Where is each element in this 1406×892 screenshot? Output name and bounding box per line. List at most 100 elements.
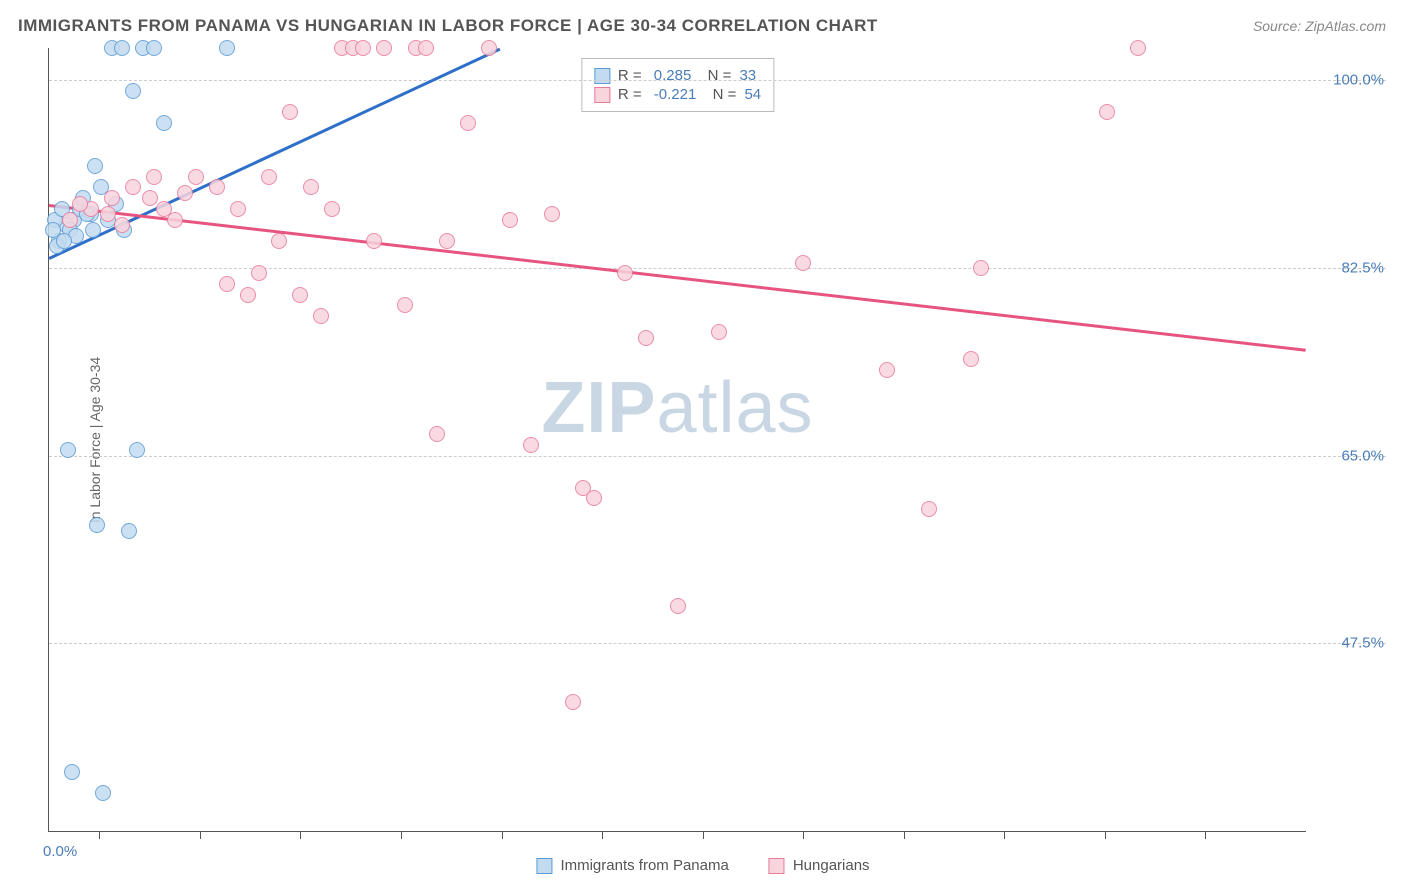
y-tick-label: 82.5% (1314, 259, 1384, 276)
x-tick (703, 831, 704, 839)
corr-label-r: R = (618, 86, 646, 103)
x-tick (904, 831, 905, 839)
watermark-light: atlas (656, 368, 813, 448)
data-point (617, 265, 633, 281)
corr-label-n: N = (704, 86, 736, 103)
data-point (460, 115, 476, 131)
chart-source: Source: ZipAtlas.com (1253, 18, 1386, 34)
x-tick (803, 831, 804, 839)
data-point (429, 426, 445, 442)
data-point (921, 501, 937, 517)
legend-label-panama: Immigrants from Panama (560, 857, 728, 874)
data-point (251, 265, 267, 281)
y-tick-label: 100.0% (1314, 72, 1384, 89)
data-point (209, 179, 225, 195)
data-point (125, 83, 141, 99)
corr-row-hungarian: R = -0.221 N = 54 (594, 86, 761, 103)
data-point (114, 217, 130, 233)
corr-r-hungarian: -0.221 (654, 86, 697, 103)
data-point (355, 40, 371, 56)
corr-n-panama: 33 (739, 67, 756, 84)
data-point (62, 212, 78, 228)
data-point (376, 40, 392, 56)
corr-label-r: R = (618, 67, 646, 84)
data-point (303, 179, 319, 195)
x-tick (602, 831, 603, 839)
data-point (313, 308, 329, 324)
gridline-h (49, 456, 1386, 457)
data-point (146, 40, 162, 56)
data-point (795, 255, 811, 271)
data-point (586, 490, 602, 506)
data-point (565, 694, 581, 710)
data-point (397, 297, 413, 313)
correlation-legend: R = 0.285 N = 33 R = -0.221 N = 54 (581, 58, 774, 112)
data-point (418, 40, 434, 56)
corr-label-n: N = (699, 67, 731, 84)
data-point (544, 206, 560, 222)
data-point (146, 169, 162, 185)
gridline-h (49, 643, 1386, 644)
gridline-h (49, 268, 1386, 269)
x-axis-min-label: 0.0% (43, 843, 77, 860)
data-point (104, 190, 120, 206)
data-point (95, 785, 111, 801)
data-point (282, 104, 298, 120)
data-point (56, 233, 72, 249)
watermark: ZIPatlas (541, 367, 813, 449)
x-tick (300, 831, 301, 839)
data-point (711, 324, 727, 340)
plot-area: ZIPatlas R = 0.285 N = 33 R = -0.221 N =… (48, 48, 1306, 832)
corr-n-hungarian: 54 (744, 86, 761, 103)
data-point (240, 287, 256, 303)
data-point (973, 260, 989, 276)
data-point (114, 40, 130, 56)
data-point (230, 201, 246, 217)
data-point (142, 190, 158, 206)
x-tick (1205, 831, 1206, 839)
data-point (219, 40, 235, 56)
data-point (85, 222, 101, 238)
data-point (177, 185, 193, 201)
data-point (72, 196, 88, 212)
data-point (963, 351, 979, 367)
data-point (219, 276, 235, 292)
data-point (188, 169, 204, 185)
data-point (523, 437, 539, 453)
gridline-h (49, 80, 1386, 81)
x-tick (1105, 831, 1106, 839)
data-point (89, 517, 105, 533)
legend-swatch-hungarian (769, 858, 785, 874)
data-point (64, 764, 80, 780)
data-point (125, 179, 141, 195)
data-point (439, 233, 455, 249)
x-tick (502, 831, 503, 839)
data-point (1099, 104, 1115, 120)
data-point (324, 201, 340, 217)
data-point (502, 212, 518, 228)
data-point (366, 233, 382, 249)
data-point (638, 330, 654, 346)
watermark-bold: ZIP (541, 368, 656, 448)
data-point (121, 523, 137, 539)
data-point (271, 233, 287, 249)
legend-item-hungarian: Hungarians (769, 857, 870, 874)
plot-container: In Labor Force | Age 30-34 ZIPatlas R = … (48, 48, 1386, 832)
y-tick-label: 47.5% (1314, 635, 1384, 652)
corr-swatch-hungarian (594, 87, 610, 103)
data-point (879, 362, 895, 378)
x-tick (401, 831, 402, 839)
data-point (481, 40, 497, 56)
legend-item-panama: Immigrants from Panama (536, 857, 728, 874)
data-point (129, 442, 145, 458)
data-point (60, 442, 76, 458)
trend-line (49, 204, 1306, 351)
chart-header: IMMIGRANTS FROM PANAMA VS HUNGARIAN IN L… (0, 0, 1406, 48)
data-point (670, 598, 686, 614)
data-point (1130, 40, 1146, 56)
data-point (261, 169, 277, 185)
x-tick (200, 831, 201, 839)
corr-r-panama: 0.285 (654, 67, 692, 84)
data-point (100, 206, 116, 222)
data-point (156, 115, 172, 131)
